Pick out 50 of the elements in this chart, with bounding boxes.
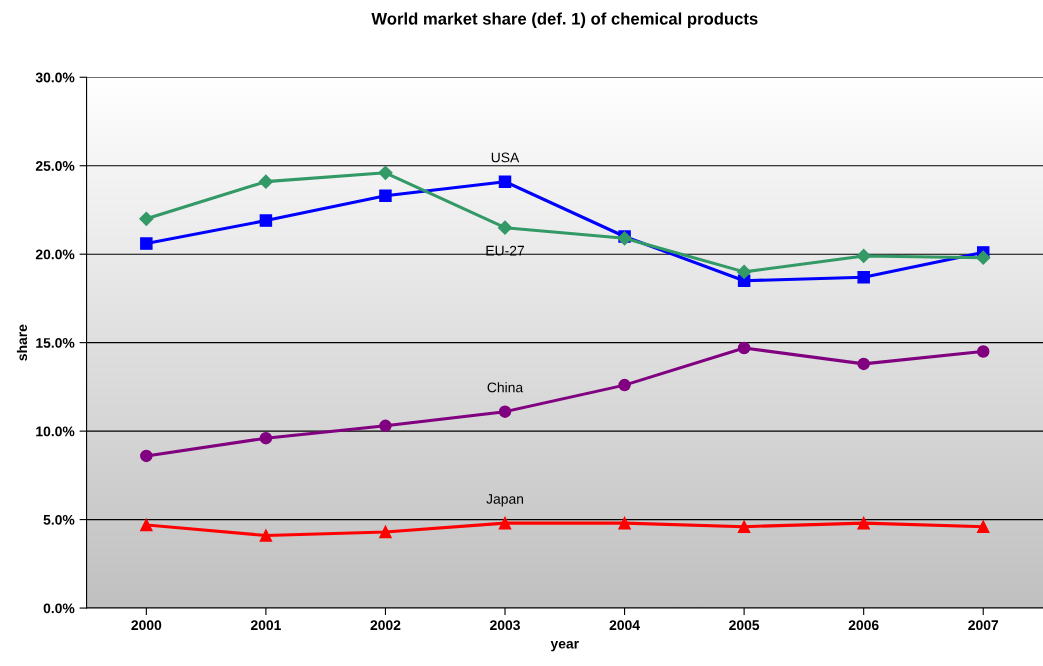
point: [140, 449, 153, 463]
x-tick-label: 2001: [250, 620, 281, 631]
y-axis-title: share: [16, 324, 28, 361]
y-tick-label: 25.0%: [35, 161, 75, 171]
point: [379, 525, 392, 539]
point: [857, 516, 870, 530]
y-tick-label: 20.0%: [35, 249, 75, 260]
series-label: USA: [491, 152, 520, 163]
x-tick-label: 2006: [848, 620, 879, 631]
point: [379, 189, 392, 203]
x-tick-label: 2007: [968, 620, 999, 631]
point: [498, 175, 512, 188]
point: [976, 345, 990, 358]
y-tick-label: 30.0%: [35, 72, 75, 83]
x-tick-label: 2004: [609, 620, 640, 631]
point: [737, 264, 752, 279]
series-label: Japan: [486, 494, 524, 507]
point: [259, 214, 273, 227]
point: [140, 237, 153, 250]
point: [737, 520, 751, 533]
series-label: EU-27: [486, 245, 524, 256]
y-tick-label: 0.0%: [43, 603, 75, 614]
chart-title: World market share (def. 1) of chemical products: [371, 12, 758, 28]
point: [857, 270, 870, 284]
point: [498, 405, 512, 418]
point: [378, 165, 393, 180]
point: [140, 518, 153, 532]
point: [498, 516, 512, 530]
point: [618, 516, 631, 530]
x-tick-label: 2005: [729, 620, 760, 631]
point: [976, 520, 990, 533]
point: [856, 248, 871, 264]
point: [618, 378, 631, 392]
point: [258, 174, 273, 189]
point: [259, 431, 273, 445]
x-tick-label: 2000: [131, 620, 162, 631]
point: [379, 419, 392, 433]
x-tick-label: 2002: [370, 620, 401, 631]
series-label: China: [487, 382, 524, 393]
y-tick-label: 15.0%: [36, 337, 75, 348]
point: [976, 250, 991, 265]
point: [497, 220, 513, 235]
point: [259, 529, 273, 542]
x-tick-label: 2003: [490, 620, 520, 631]
point: [857, 357, 870, 371]
x-axis-title: year: [550, 640, 579, 652]
y-tick-label: 5.0%: [43, 514, 75, 525]
y-tick-label: 10.0%: [36, 426, 75, 437]
point: [139, 211, 154, 226]
point: [737, 341, 751, 355]
